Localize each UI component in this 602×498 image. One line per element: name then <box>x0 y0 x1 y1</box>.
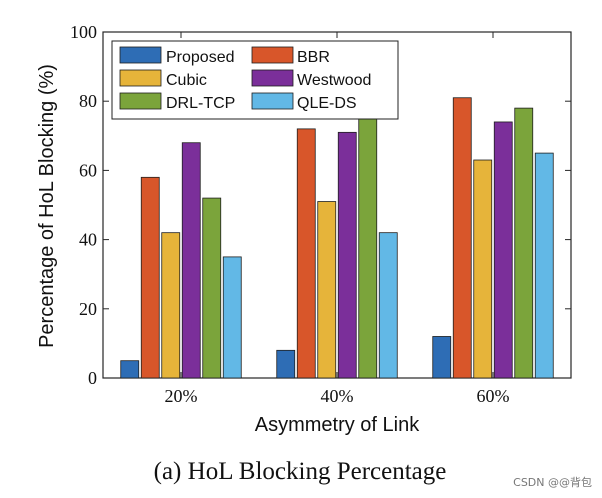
bar-proposed-40pct: Proposed, 40%: 8% <box>276 349 296 379</box>
bar-cubic-60pct: Cubic, 60%: 63% <box>473 159 493 379</box>
legend-swatch-proposed <box>119 46 162 64</box>
y-tick-label: 80 <box>79 91 97 111</box>
y-tick-label: 40 <box>79 230 97 250</box>
y-tick-label: 60 <box>79 160 97 180</box>
watermark-text: CSDN @@背包 <box>513 475 592 489</box>
legend-swatch-bbr <box>251 46 294 64</box>
x-tick-label: 40% <box>321 386 354 406</box>
figure-caption: (a) HoL Blocking Percentage <box>154 458 447 485</box>
bar-qle-ds-20pct: QLE-DS, 20%: 35% <box>222 256 242 379</box>
y-tick-label: 20 <box>79 299 97 319</box>
y-tick-label: 0 <box>88 368 97 388</box>
legend-swatch-cubic <box>119 69 162 87</box>
bar-westwood-60pct: Westwood, 60%: 74% <box>493 121 513 379</box>
legend-swatch-westwood <box>251 69 294 87</box>
legend: Proposed BBR Cubic Westwood DRL-TCP QLE-DS <box>111 40 399 120</box>
legend-swatch-drl-tcp <box>119 92 162 110</box>
bar-bbr-40pct: BBR, 40%: 72% <box>296 128 316 379</box>
bar-proposed-60pct: Proposed, 60%: 12% <box>432 336 452 379</box>
legend-label-qle-ds: QLE-DS <box>297 95 357 112</box>
y-tick-label: 100 <box>70 22 97 42</box>
bar-bbr-20pct: BBR, 20%: 58% <box>140 176 160 379</box>
y-axis-label: Percentage of HoL Blocking (%) <box>36 64 58 348</box>
bar-cubic-40pct: Cubic, 40%: 51% <box>317 201 337 379</box>
bar-cubic-20pct: Cubic, 20%: 42% <box>161 232 181 379</box>
legend-label-westwood: Westwood <box>297 72 371 89</box>
legend-swatch-qle-ds <box>251 92 294 110</box>
bar-drl-tcp-40pct: DRL-TCP, 40%: 75% <box>358 118 378 379</box>
bar-westwood-20pct: Westwood, 20%: 68% <box>181 142 201 379</box>
legend-label-proposed: Proposed <box>166 49 235 66</box>
x-axis-label: Asymmetry of Link <box>255 414 420 436</box>
legend-label-bbr: BBR <box>297 49 330 66</box>
bar-bbr-60pct: BBR, 60%: 81% <box>452 97 472 379</box>
bar-qle-ds-40pct: QLE-DS, 40%: 42% <box>378 232 398 379</box>
x-tick-label: 60% <box>477 386 510 406</box>
bar-proposed-20pct: Proposed, 20%: 5% <box>120 360 140 379</box>
bar-qle-ds-60pct: QLE-DS, 60%: 65% <box>534 152 554 379</box>
x-tick-label: 20% <box>165 386 198 406</box>
bar-drl-tcp-20pct: DRL-TCP, 20%: 52% <box>202 197 222 379</box>
legend-label-drl-tcp: DRL-TCP <box>166 95 235 112</box>
bar-westwood-40pct: Westwood, 40%: 71% <box>337 131 357 379</box>
bar-drl-tcp-60pct: DRL-TCP, 60%: 78% <box>514 107 534 379</box>
legend-label-cubic: Cubic <box>166 72 207 89</box>
